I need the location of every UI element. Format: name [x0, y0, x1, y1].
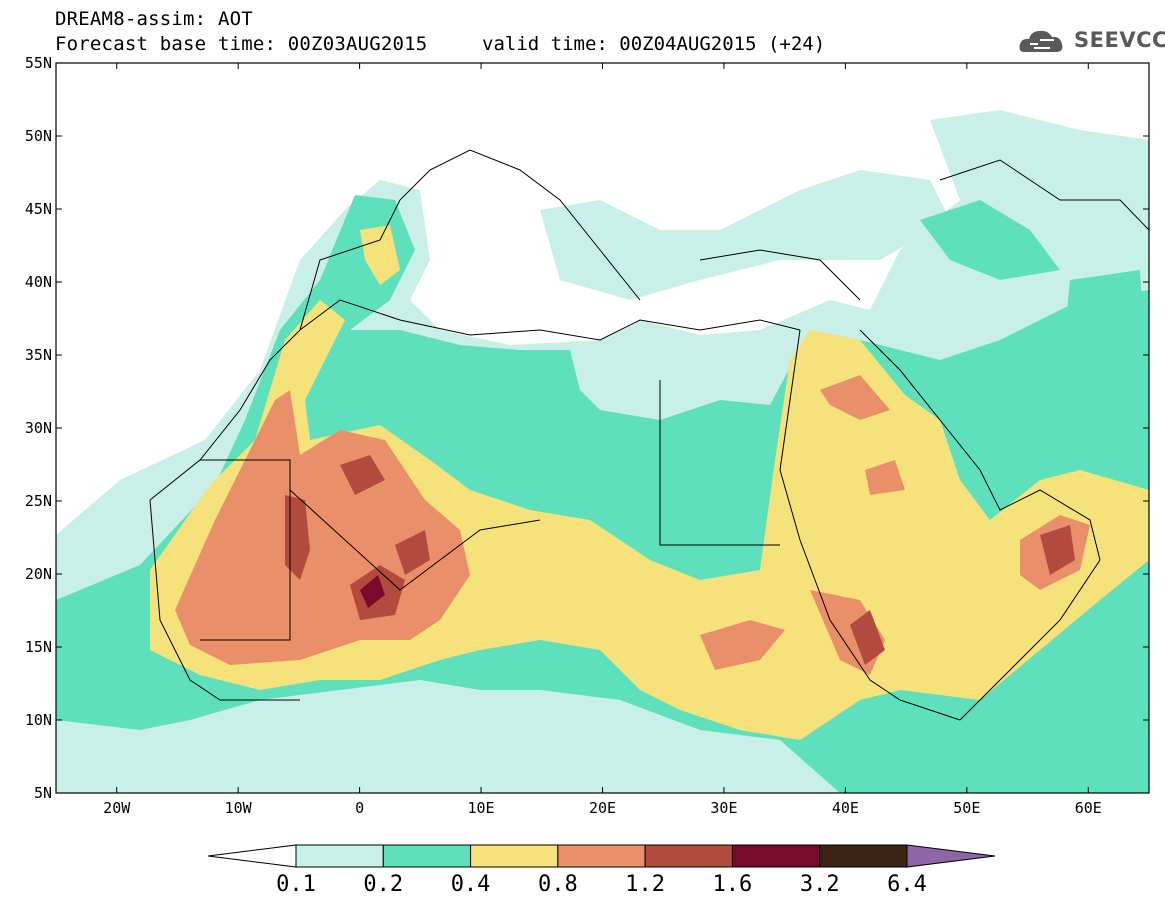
aot-level-1.6	[360, 575, 385, 608]
aot-level-0.2-b	[920, 200, 1060, 280]
lon-label: 10W	[225, 799, 253, 817]
aot-level-0.4-b	[360, 225, 400, 285]
colorbar-box	[470, 844, 559, 868]
aot-field	[56, 63, 1149, 793]
colorbar-label: 0.2	[363, 872, 403, 897]
lon-label: 30E	[710, 799, 737, 817]
lat-label: 15N	[25, 638, 52, 656]
lat-label: 10N	[25, 711, 52, 729]
colorbar: 0.1 0.2 0.4 0.8 1.2 1.6 3.2 6.4	[207, 844, 996, 897]
lat-label: 55N	[25, 54, 52, 72]
aot-level-1.2-f	[850, 610, 885, 665]
lat-label: 50N	[25, 127, 52, 145]
colorbar-box	[557, 844, 646, 868]
lat-label: 5N	[34, 784, 52, 802]
colorbar-label: 6.4	[887, 872, 927, 897]
lon-label: 40E	[832, 799, 859, 817]
colorbar-label: 1.6	[713, 872, 753, 897]
colorbar-box	[382, 844, 472, 868]
lat-label: 40N	[25, 273, 52, 291]
lat-label: 30N	[25, 419, 52, 437]
lat-label: 25N	[25, 492, 52, 510]
colorbar-label: 0.8	[538, 872, 578, 897]
lon-label: 10E	[468, 799, 495, 817]
colorbar-label: 1.2	[625, 872, 665, 897]
colorbar-label: 0.4	[451, 872, 491, 897]
lon-axis: 20W 10W 0 10E 20E 30E 40E 50E 60E	[103, 63, 1102, 817]
lat-label: 20N	[25, 565, 52, 583]
logo-text: SEEVCCC	[1074, 28, 1165, 52]
colorbar-box	[295, 844, 384, 868]
colorbar-label: 0.1	[276, 872, 316, 897]
colorbar-box	[644, 844, 733, 868]
valid-time: valid time: 00Z04AUG2015 (+24)	[482, 33, 826, 55]
aot-level-0.8-b	[820, 375, 890, 420]
aot-level-1.2	[285, 495, 310, 580]
colorbar-over	[906, 844, 996, 868]
chart-title: DREAM8-assim: AOT	[55, 8, 253, 30]
lon-label: 20E	[589, 799, 616, 817]
aot-level-0.8-c	[865, 460, 905, 495]
aot-level-0.8-e	[700, 620, 785, 670]
lon-label: 50E	[953, 799, 980, 817]
lat-axis: 55N 50N 45N 40N 35N 30N 25N 20N 15N 10N 5N	[25, 54, 1149, 802]
aot-level-0.1-c	[930, 110, 1149, 240]
lon-label: 0	[355, 799, 364, 817]
forecast-base-time: Forecast base time: 00Z03AUG2015	[55, 33, 428, 55]
aot-level-1.2-d	[395, 530, 430, 575]
cloud-logo-icon	[1019, 30, 1063, 52]
aot-level-1.2-e	[1040, 525, 1075, 575]
lat-label: 35N	[25, 346, 52, 364]
colorbar-box	[819, 844, 908, 868]
aot-level-0.2-c	[1060, 270, 1149, 430]
aot-level-0.1-b	[540, 170, 950, 300]
aot-level-1.2-b	[340, 455, 385, 495]
lon-label: 60E	[1075, 799, 1102, 817]
lat-label: 45N	[25, 200, 52, 218]
coastlines	[149, 149, 1149, 721]
colorbar-box	[731, 844, 821, 868]
colorbar-label: 3.2	[800, 872, 840, 897]
lon-label: 20W	[103, 799, 131, 817]
colorbar-under	[207, 844, 297, 868]
